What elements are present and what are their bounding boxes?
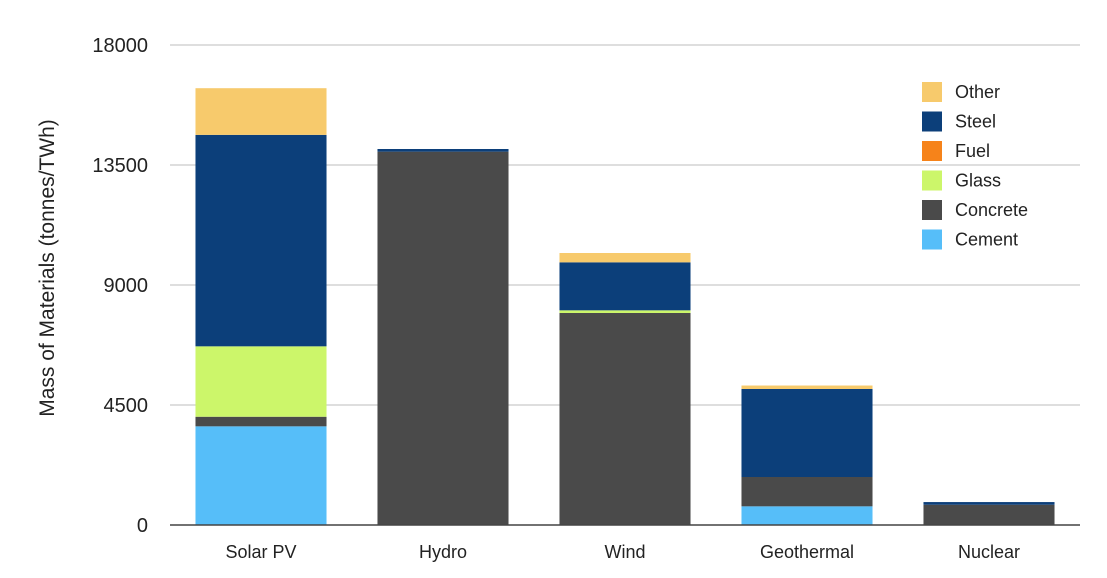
bar-segment-concrete	[195, 416, 327, 427]
legend-swatch-glass	[922, 170, 942, 191]
x-axis-ticks: Solar PV Hydro Wind Geothermal Nuclear	[225, 542, 1020, 562]
x-tick-label: Wind	[604, 542, 645, 562]
legend-label: Glass	[955, 171, 1001, 191]
bars	[195, 88, 1055, 525]
y-axis-title: Mass of Materials (tonnes/TWh)	[36, 119, 59, 417]
x-tick-label: Hydro	[419, 542, 467, 562]
x-tick-label: Geothermal	[760, 542, 854, 562]
bar-segment-other	[195, 88, 327, 135]
legend-swatch-cement	[922, 229, 942, 250]
legend-label: Fuel	[955, 141, 990, 161]
x-tick-label: Solar PV	[225, 542, 296, 562]
legend-label: Concrete	[955, 200, 1028, 220]
bar-segment-cement	[195, 426, 327, 525]
bar-segment-steel	[195, 134, 327, 347]
y-tick-label: 13500	[92, 155, 148, 177]
x-tick-label: Nuclear	[958, 542, 1020, 562]
y-tick-label: 0	[137, 515, 148, 537]
bar-segment-other	[559, 253, 691, 263]
bar-segment-concrete	[377, 151, 509, 525]
bar-segment-cement	[741, 506, 873, 525]
y-tick-label: 9000	[104, 275, 149, 297]
bar-segment-concrete	[923, 504, 1055, 525]
bar-segment-concrete	[559, 313, 691, 525]
legend-swatch-other	[922, 82, 942, 102]
bar-segment-other	[741, 385, 873, 389]
legend-label: Cement	[955, 230, 1018, 250]
bar-segment-glass	[559, 310, 691, 313]
legend-swatch-concrete	[922, 200, 942, 220]
legend: Other Steel Fuel Glass Concrete Cement	[922, 82, 1028, 250]
bar-segment-glass	[195, 346, 327, 417]
legend-label: Steel	[955, 112, 996, 132]
y-axis-ticks: 0 4500 9000 13500 18000	[92, 35, 148, 537]
bar-segment-concrete	[741, 477, 873, 507]
bar-segment-steel	[559, 262, 691, 311]
bar-segment-steel	[923, 502, 1055, 505]
bar-segment-steel	[741, 389, 873, 477]
legend-swatch-fuel	[922, 141, 942, 161]
bar-segment-steel	[377, 149, 509, 152]
legend-label: Other	[955, 82, 1000, 102]
y-tick-label: 4500	[104, 395, 149, 417]
y-tick-label: 18000	[92, 35, 148, 57]
legend-swatch-steel	[922, 111, 942, 132]
